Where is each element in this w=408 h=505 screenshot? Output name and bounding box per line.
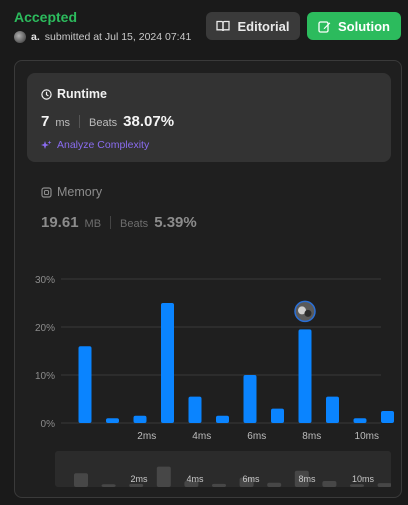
- bar: [353, 418, 367, 423]
- mini-bar: [377, 483, 391, 487]
- chip-icon: [41, 186, 52, 198]
- bar: [161, 303, 174, 423]
- memory-value: 19.61: [41, 214, 79, 231]
- sparkle-icon: [41, 140, 52, 149]
- memory-beats-label: Beats: [120, 218, 149, 230]
- submitted-at: submitted at Jul 15, 2024 07:41: [44, 31, 192, 43]
- runtime-distribution-chart[interactable]: 30% 20% 10% 0% 2ms 4ms 6ms 8ms 10ms: [15, 261, 403, 446]
- bar: [216, 415, 229, 423]
- mini-tick-label: 10ms: [352, 474, 375, 484]
- status-accepted: Accepted: [14, 9, 78, 25]
- runtime-value: 7: [41, 113, 50, 130]
- memory-title-label: Memory: [57, 185, 103, 199]
- mini-bar: [212, 483, 226, 487]
- y-tick-label: 30%: [35, 275, 55, 286]
- avatar[interactable]: [14, 31, 26, 43]
- username[interactable]: a.: [31, 31, 40, 43]
- mini-bar: [184, 480, 199, 487]
- mini-bar: [101, 484, 116, 487]
- runtime-title-label: Runtime: [57, 87, 107, 101]
- y-tick-label: 0%: [41, 419, 56, 430]
- x-tick-label: 8ms: [302, 431, 321, 442]
- runtime-title: Runtime: [41, 87, 107, 101]
- divider: [110, 216, 112, 229]
- edit-icon: [318, 20, 331, 33]
- mini-bar: [74, 473, 88, 487]
- mini-bar: [294, 470, 309, 487]
- runtime-card[interactable]: Runtime 7 ms Beats 38.07% Analyze Comple…: [27, 73, 391, 162]
- bar: [243, 375, 257, 423]
- runtime-beats-label: Beats: [89, 117, 118, 129]
- editorial-button[interactable]: Editorial: [206, 12, 300, 40]
- chart-range-slider[interactable]: 2ms 4ms 6ms 8ms 10ms: [55, 451, 391, 487]
- mini-bar: [322, 480, 337, 487]
- bar: [271, 408, 284, 423]
- x-tick-label: 4ms: [192, 431, 211, 442]
- mini-bar: [267, 482, 282, 487]
- mini-tick-label: 4ms: [186, 474, 204, 484]
- avatar-marker-detail: [304, 309, 312, 317]
- editorial-label: Editorial: [237, 18, 290, 34]
- avatar-marker-detail: [298, 306, 306, 315]
- y-tick-label: 20%: [35, 323, 55, 334]
- bar: [188, 396, 202, 423]
- solution-button[interactable]: Solution: [307, 12, 401, 40]
- y-tick-label: 10%: [35, 371, 55, 382]
- bar: [298, 329, 312, 423]
- analyze-label: Analyze Complexity: [57, 139, 150, 151]
- runtime-beats-value: 38.07%: [123, 113, 175, 130]
- solution-label: Solution: [338, 18, 390, 34]
- x-tick-label: 10ms: [355, 431, 379, 442]
- memory-title[interactable]: Memory: [41, 185, 102, 199]
- analyze-complexity-link[interactable]: Analyze Complexity: [41, 139, 149, 151]
- memory-beats-value: 5.39%: [154, 214, 197, 231]
- bar: [106, 418, 119, 423]
- submission-panel: Runtime 7 ms Beats 38.07% Analyze Comple…: [14, 60, 402, 498]
- divider: [79, 115, 81, 128]
- slider-track: [55, 451, 391, 487]
- bar: [381, 411, 394, 423]
- bar: [133, 415, 147, 423]
- mini-bar: [156, 466, 171, 487]
- clock-icon: [41, 88, 52, 100]
- mini-bar: [129, 483, 144, 487]
- mini-tick-label: 8ms: [298, 474, 316, 484]
- runtime-unit: ms: [55, 117, 71, 129]
- memory-metric: 19.61 MB Beats 5.39%: [41, 214, 197, 231]
- runtime-metric: 7 ms Beats 38.07%: [41, 113, 174, 130]
- submission-info: a. submitted at Jul 15, 2024 07:41: [14, 31, 191, 43]
- bar: [326, 396, 339, 423]
- mini-bar: [239, 477, 254, 487]
- mini-bar: [350, 484, 364, 487]
- mini-tick-label: 6ms: [242, 474, 260, 484]
- book-icon: [216, 20, 231, 32]
- x-tick-label: 2ms: [137, 431, 156, 442]
- memory-unit: MB: [84, 218, 102, 230]
- bar: [78, 346, 92, 423]
- x-tick-label: 6ms: [247, 431, 266, 442]
- mini-tick-label: 2ms: [130, 474, 148, 484]
